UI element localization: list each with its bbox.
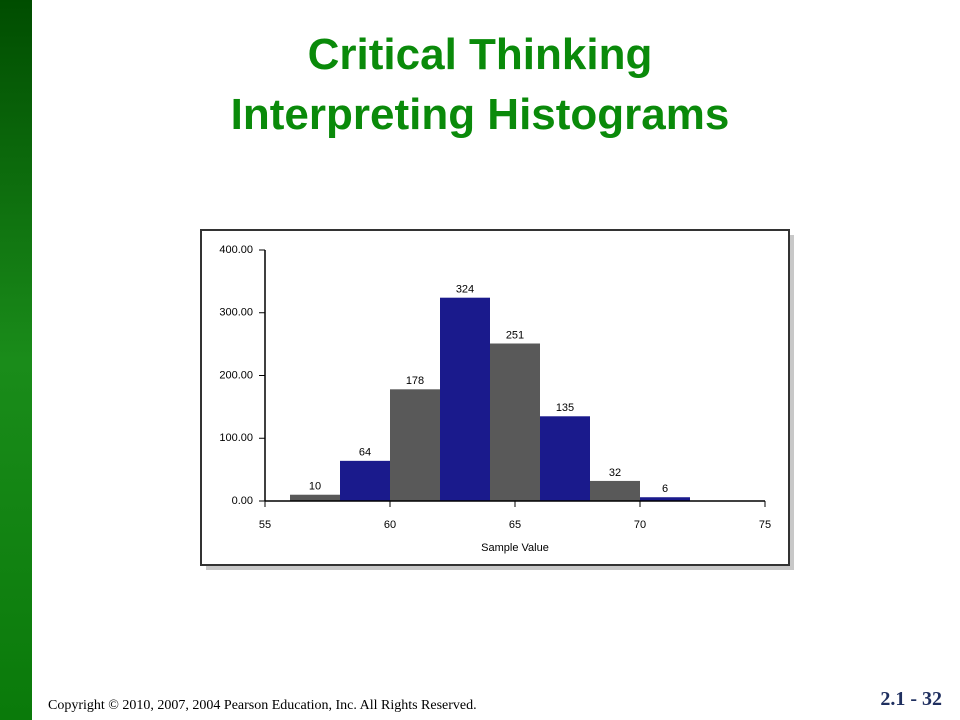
- bar: [490, 343, 540, 501]
- x-tick-label: 55: [259, 519, 271, 531]
- value-label: 251: [506, 329, 524, 341]
- value-label: 135: [556, 402, 574, 414]
- value-label: 6: [662, 483, 668, 495]
- y-tick-label: 200.00: [219, 369, 253, 381]
- side-bar: [0, 0, 32, 720]
- title-line: Critical Thinking: [307, 30, 653, 79]
- value-label: 324: [456, 284, 474, 296]
- y-tick-label: 300.00: [219, 307, 253, 319]
- value-label: 178: [406, 375, 424, 387]
- bar: [390, 389, 440, 501]
- value-label: 32: [609, 467, 621, 479]
- chart: Sample Value 10 64 178 324 251 135 32 6 0.00 100.…: [200, 229, 794, 570]
- bar: [290, 494, 340, 501]
- value-label: 64: [359, 447, 371, 459]
- y-tick-label: 100.00: [219, 432, 253, 444]
- bar: [340, 460, 390, 501]
- y-tick-label: 0.00: [232, 495, 253, 507]
- bar: [440, 297, 490, 501]
- bar: [540, 416, 590, 501]
- bar: [640, 497, 690, 501]
- page-number: 2.1 - 32: [880, 688, 942, 710]
- x-axis-label: Sample Value: [481, 542, 549, 554]
- x-tick-label: 60: [384, 519, 396, 531]
- copyright: Copyright © 2010, 2007, 2004 Pearson Edu…: [48, 698, 477, 713]
- x-tick-label: 70: [634, 519, 646, 531]
- title-line: Interpreting Histograms: [230, 90, 730, 139]
- bar: [590, 480, 640, 501]
- y-tick-label: 400.00: [219, 244, 253, 256]
- x-tick-label: 65: [509, 519, 521, 531]
- x-tick-label: 75: [759, 519, 771, 531]
- value-label: 10: [309, 481, 321, 493]
